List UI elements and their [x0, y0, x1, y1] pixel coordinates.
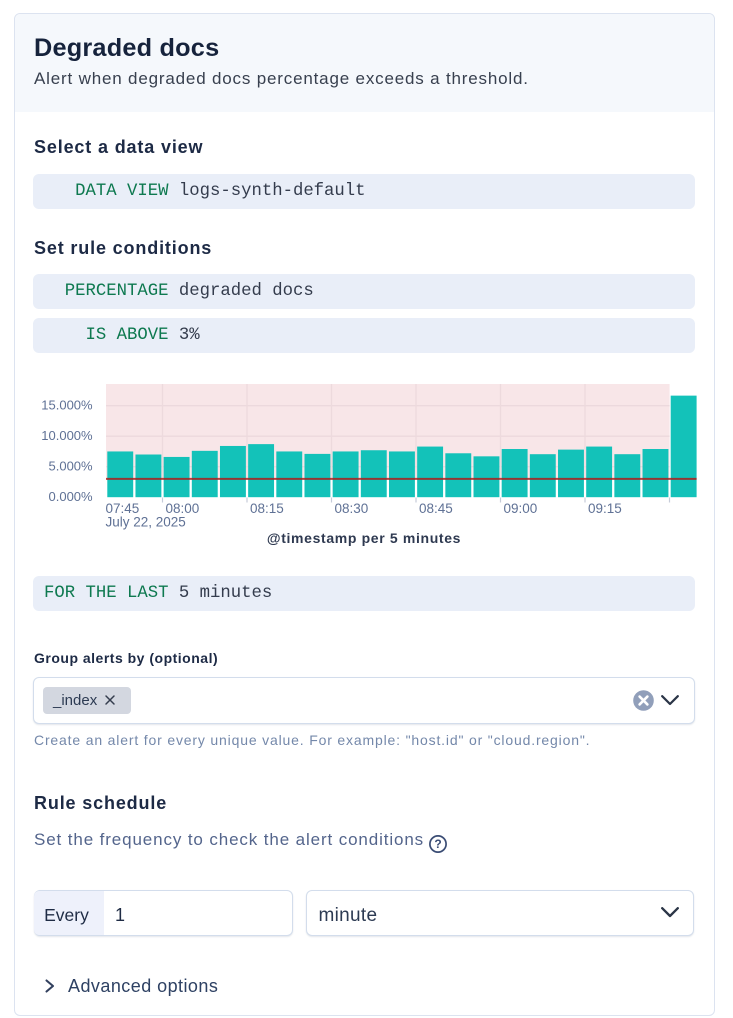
svg-text:07:45: 07:45: [106, 501, 140, 516]
svg-text:08:15: 08:15: [250, 501, 284, 516]
svg-text:5.000%: 5.000%: [49, 458, 94, 473]
svg-text:?: ?: [434, 837, 441, 851]
svg-text:0.000%: 0.000%: [49, 489, 94, 504]
svg-text:09:15: 09:15: [588, 501, 622, 516]
svg-text:10.000%: 10.000%: [41, 428, 93, 443]
svg-text:08:30: 08:30: [335, 501, 369, 516]
svg-text:15.000%: 15.000%: [41, 397, 93, 412]
svg-text:09:00: 09:00: [504, 501, 538, 516]
svg-text:08:45: 08:45: [419, 501, 453, 516]
svg-text:08:00: 08:00: [166, 501, 200, 516]
svg-text:July 22, 2025: July 22, 2025: [106, 515, 186, 530]
